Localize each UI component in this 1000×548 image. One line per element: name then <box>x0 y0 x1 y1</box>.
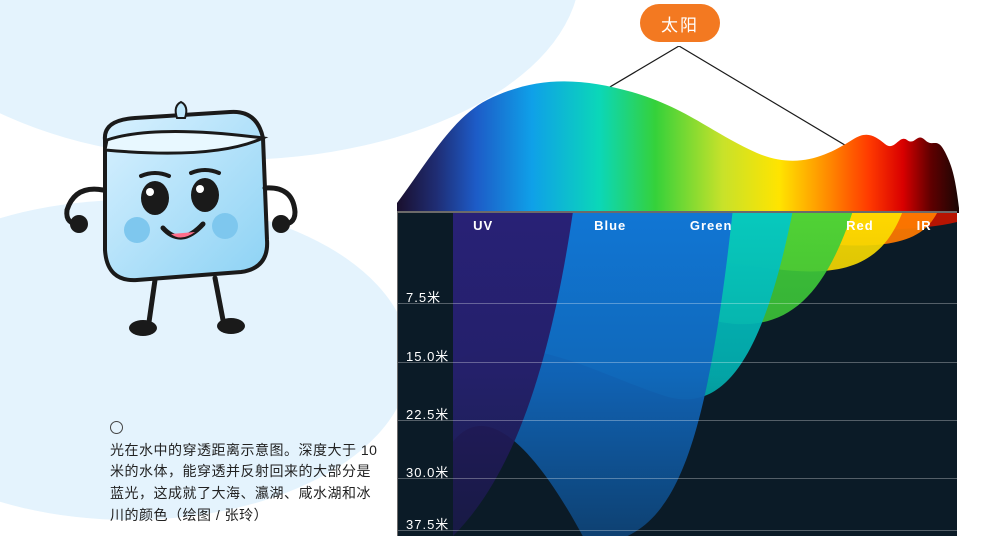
gridline <box>398 420 957 421</box>
caption-text: 光在水中的穿透距离示意图。深度大于 10 米的水体，能穿透并反射回来的大部分是蓝… <box>110 440 385 527</box>
chart-frame: UV Blue Green Red IR 7.5米 15.0米 22.5米 30.0米 37.5… <box>397 211 957 536</box>
penetration-funnel <box>453 213 957 536</box>
sun-badge: 太阳 <box>640 4 720 42</box>
gridline <box>398 478 957 479</box>
depth-label: 15.0米 <box>406 346 449 365</box>
spectrum-header: UV Blue Green Red IR <box>453 213 957 243</box>
light-penetration-chart: UV Blue Green Red IR 7.5米 15.0米 22.5米 30.0米 37.5… <box>397 46 977 546</box>
spectrum-mountain <box>397 78 959 213</box>
figure-caption: 光在水中的穿透距离示意图。深度大于 10 米的水体，能穿透并反射回来的大部分是蓝… <box>110 418 385 526</box>
spectrum-label: IR <box>917 218 932 233</box>
ice-cube-mascot <box>45 90 305 350</box>
gridline <box>398 362 957 363</box>
spectrum-label: Red <box>846 218 874 233</box>
depth-label: 22.5米 <box>406 404 449 423</box>
depth-label: 7.5米 <box>406 287 441 306</box>
gridline <box>398 530 957 531</box>
depth-label: 37.5米 <box>406 514 449 533</box>
caption-bullet-icon <box>110 421 123 434</box>
depth-label: 30.0米 <box>406 462 449 481</box>
spectrum-label: UV <box>473 218 493 233</box>
spectrum-label: Blue <box>594 218 626 233</box>
gridline <box>398 303 957 304</box>
spectrum-label: Green <box>690 218 733 233</box>
page-root: 光在水中的穿透距离示意图。深度大于 10 米的水体，能穿透并反射回来的大部分是蓝… <box>0 0 1000 548</box>
sun-label: 太阳 <box>661 11 699 36</box>
